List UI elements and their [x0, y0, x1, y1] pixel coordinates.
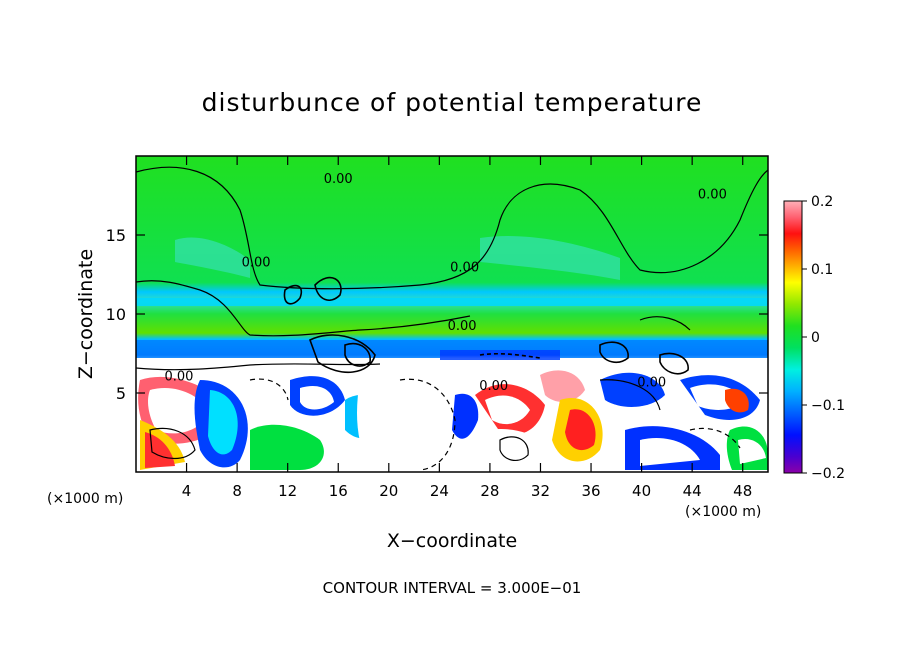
x-tick-label: 20 [379, 482, 398, 500]
contour-value-label: 0.00 [242, 256, 271, 271]
plot-area: 0.00 0.00 0.00 0.00 0.00 0.00 0.00 0.00 [136, 156, 768, 472]
contour-value-label: 0.00 [448, 319, 477, 334]
colorbar-tick-label: −0.1 [811, 398, 845, 414]
chart-title: disturbunce of potential temperature [202, 88, 703, 117]
colorbar-ramp [783, 200, 803, 474]
field-lower-structure [138, 370, 768, 470]
colorbar-tick-label: 0 [811, 330, 820, 346]
contour-value-label: 0.00 [479, 379, 508, 394]
colorbar-tick-label: −0.2 [811, 466, 845, 482]
colorbar-tick-label: 0.1 [811, 262, 833, 278]
x-tick-label: 32 [531, 482, 550, 500]
x-tick-label: 36 [581, 482, 600, 500]
contour-lines [136, 166, 768, 471]
contour-value-label: 0.00 [698, 188, 727, 203]
contour-labels: 0.00 0.00 0.00 0.00 0.00 0.00 0.00 0.00 [164, 172, 726, 394]
x-tick-label: 8 [232, 482, 242, 500]
x-tick-label: 16 [329, 482, 348, 500]
x-tick-label: 44 [683, 482, 702, 500]
x-unit-right: (×1000 m) [685, 504, 761, 520]
contour-value-label: 0.00 [324, 172, 353, 187]
x-unit-left: (×1000 m) [47, 491, 123, 507]
x-tick-label: 48 [733, 482, 752, 500]
contour-interval: CONTOUR INTERVAL = 3.000E−01 [323, 579, 582, 597]
y-tick-label: 10 [106, 305, 126, 324]
x-tick-label: 4 [182, 482, 192, 500]
x-axis: 4 8 12 16 20 24 28 32 36 40 44 48 [182, 156, 752, 500]
colorbar-tick-label: 0.2 [811, 194, 833, 210]
colorbar: 0.2 0.1 0 −0.1 −0.2 [783, 194, 845, 482]
x-axis-label: X−coordinate [387, 530, 517, 552]
contour-value-label: 0.00 [450, 260, 479, 275]
y-axis: 5 10 15 [106, 226, 768, 403]
x-tick-label: 40 [632, 482, 651, 500]
y-tick-label: 15 [106, 226, 126, 245]
colorbar-ticks: 0.2 0.1 0 −0.1 −0.2 [802, 194, 845, 482]
contour-clusters [283, 276, 689, 375]
x-tick-label: 24 [430, 482, 449, 500]
x-tick-label: 12 [278, 482, 297, 500]
contour-value-label: 0.00 [637, 376, 666, 391]
y-axis-label: Z−coordinate [75, 249, 97, 379]
x-tick-label: 28 [480, 482, 499, 500]
contour-value-label: 0.00 [164, 369, 193, 384]
y-tick-label: 5 [116, 384, 126, 403]
